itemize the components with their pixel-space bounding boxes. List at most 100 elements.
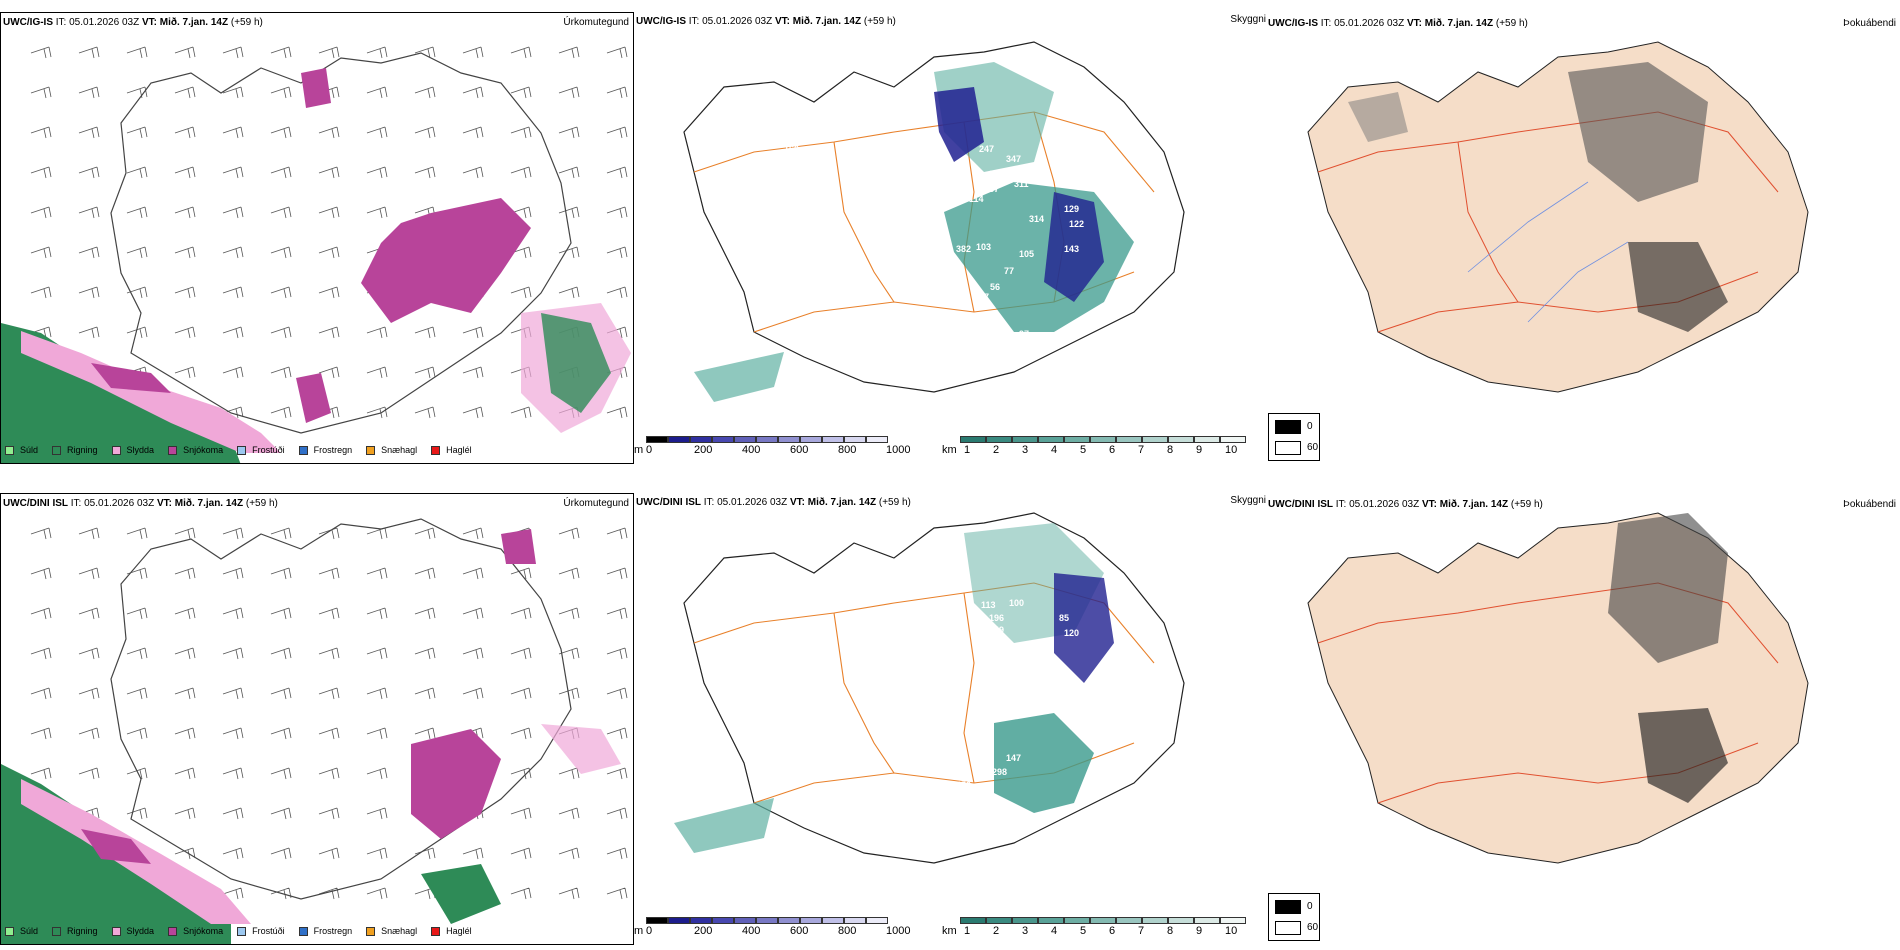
colorbar-cell (712, 917, 734, 924)
panel-header: UWC/DINI ISL IT: 05.01.2026 03Z VT: Mið.… (636, 497, 911, 508)
colorbar-cell (866, 436, 888, 443)
wind-barb (606, 46, 628, 59)
wind-barb (366, 687, 388, 700)
colorbar-cell (1194, 436, 1220, 443)
visibility-value: 114 (969, 194, 984, 204)
wind-barb (462, 607, 484, 620)
wind-barb (414, 567, 436, 580)
wind-barb (78, 206, 100, 219)
wind-barb (222, 687, 244, 700)
snow-area-south (296, 373, 331, 423)
wind-barb (78, 687, 100, 700)
legend-item-frostúði: Frostúði (237, 926, 285, 936)
colorbar-cell (800, 917, 822, 924)
legend-swatch (168, 926, 178, 936)
wind-barb (606, 807, 628, 820)
wind-barb (78, 326, 100, 339)
wind-barb (606, 687, 628, 700)
colorbar-tick: 1000 (886, 444, 911, 456)
colorbar-cell (734, 917, 756, 924)
wind-barb (222, 607, 244, 620)
wind-barb (318, 286, 340, 299)
wind-barb (558, 206, 580, 219)
wind-barb (366, 847, 388, 860)
valid-time: Mið. 7.jan. 14Z (1439, 499, 1509, 510)
sleet-east (541, 724, 621, 774)
colorbar-tick: 1000 (886, 925, 911, 937)
wind-barb (78, 166, 100, 179)
wind-barb (366, 647, 388, 660)
colorbar-cell (1168, 917, 1194, 924)
wind-barb (222, 326, 244, 339)
wind-barb (510, 767, 532, 780)
wind-barb (126, 246, 148, 259)
wind-barb (366, 366, 388, 379)
legend-swatch (237, 445, 247, 455)
wind-barb (126, 46, 148, 59)
model-name: UWC/DINI ISL (3, 498, 68, 509)
fog-legend-black-label: 0 (1307, 421, 1313, 432)
wind-barb (510, 727, 532, 740)
wind-barb (222, 887, 244, 900)
legend-item-haglél: Haglél (431, 445, 472, 455)
wind-barb (270, 366, 292, 379)
legend-item-rigning: Rigning (52, 926, 98, 936)
wind-barb (318, 607, 340, 620)
panel-title: Skyggni (1230, 495, 1266, 506)
visibility-value: 136 (939, 655, 954, 665)
wind-barb (462, 527, 484, 540)
wind-barb (462, 46, 484, 59)
visibility-value: 144 (896, 743, 911, 753)
colorbar-unit: m (634, 925, 644, 937)
wind-barb (174, 647, 196, 660)
visibility-panel-top: 75 98 160 247 347 251 219 109 311 114 187 314 129 122… (634, 12, 1268, 464)
legend-label: Snæhagl (381, 926, 418, 936)
wind-barbs (30, 46, 628, 419)
precip-legend: Súld Rigning Slydda Snjókoma Frostúði Frostre… (5, 926, 486, 936)
wind-barb (30, 126, 52, 139)
wind-barb (174, 687, 196, 700)
wind-barb (270, 246, 292, 259)
wind-barb (366, 166, 388, 179)
visibility-value: 120 (1064, 628, 1079, 638)
wind-barb (558, 767, 580, 780)
model-name: UWC/DINI ISL (636, 497, 701, 508)
visibility-value: 156 (874, 657, 889, 667)
navy-core (934, 87, 984, 162)
colorbar-tick: 1 (964, 444, 971, 456)
lead-time: (+59 h) (1495, 18, 1528, 29)
colorbar-cell (690, 436, 712, 443)
colorbar-cell (1142, 436, 1168, 443)
colorbar-cell (1090, 917, 1116, 924)
wind-barb (510, 887, 532, 900)
colorbar-cell (1038, 436, 1064, 443)
colorbar-cell (1142, 917, 1168, 924)
wind-barb (558, 286, 580, 299)
colorbar-tick: 1 (964, 925, 971, 937)
wind-barb (462, 687, 484, 700)
visibility-value: 85 (1059, 613, 1069, 623)
colorbar-cell (1116, 436, 1142, 443)
wind-barb (318, 727, 340, 740)
colorbar-cell (1064, 917, 1090, 924)
wind-barb (366, 527, 388, 540)
wind-barb (462, 326, 484, 339)
colorbar-cell (756, 917, 778, 924)
wind-barb (606, 527, 628, 540)
wind-barb (462, 567, 484, 580)
wind-barb (366, 206, 388, 219)
legend-label: Snjókoma (183, 926, 224, 936)
colorbar-cell (986, 436, 1012, 443)
teal-sw (674, 798, 774, 853)
panel-header: UWC/DINI ISL IT: 05.01.2026 03Z VT: Mið.… (1268, 499, 1543, 510)
wind-barb (222, 206, 244, 219)
wind-barb (558, 847, 580, 860)
visibility-value: 131 (909, 647, 924, 657)
fog-legend-black-label: 0 (1307, 901, 1313, 912)
legend-label: Rigning (67, 926, 98, 936)
wind-barb (510, 687, 532, 700)
wind-barb (270, 206, 292, 219)
wind-barb (366, 727, 388, 740)
wind-barb (558, 527, 580, 540)
wind-barb (30, 166, 52, 179)
